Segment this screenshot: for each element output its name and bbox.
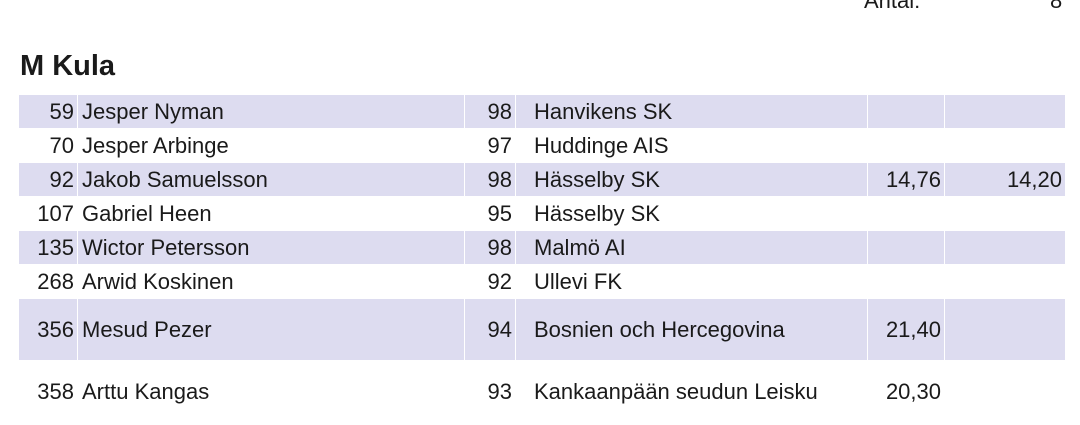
start-number: 92 — [18, 162, 78, 197]
start-number: 107 — [18, 196, 78, 231]
birth-year: 95 — [464, 196, 516, 231]
birth-year: 97 — [464, 128, 516, 163]
table-row: 59 Jesper Nyman 98 Hanvikens SK — [18, 95, 1065, 129]
birth-year: 98 — [464, 230, 516, 265]
athlete-name: Wictor Petersson — [77, 230, 465, 265]
athlete-name: Arwid Koskinen — [77, 264, 465, 299]
result-1: 14,76 — [867, 162, 945, 197]
club-name: Hässelby SK — [515, 162, 868, 197]
result-2 — [944, 360, 1065, 423]
start-number: 268 — [18, 264, 78, 299]
result-2 — [944, 196, 1065, 231]
result-1 — [867, 128, 945, 163]
start-number: 358 — [18, 360, 78, 423]
start-number: 70 — [18, 128, 78, 163]
athlete-name: Jesper Nyman — [77, 95, 465, 129]
result-2 — [944, 264, 1065, 299]
start-number: 135 — [18, 230, 78, 265]
birth-year: 94 — [464, 298, 516, 361]
birth-year: 92 — [464, 264, 516, 299]
result-2 — [944, 128, 1065, 163]
club-name: Hässelby SK — [515, 196, 868, 231]
athlete-name: Mesud Pezer — [77, 298, 465, 361]
club-name: Kankaanpään seudun Leisku — [515, 360, 868, 423]
result-2 — [944, 95, 1065, 129]
table-row: 356 Mesud Pezer 94 Bosnien och Hercegovina 2… — [18, 298, 1065, 361]
club-name: Hanvikens SK — [515, 95, 868, 129]
table-row: 70 Jesper Arbinge 97 Huddinge AIS — [18, 128, 1065, 163]
result-1: 20,30 — [867, 360, 945, 423]
athlete-name: Gabriel Heen — [77, 196, 465, 231]
result-1 — [867, 230, 945, 265]
result-1: 21,40 — [867, 298, 945, 361]
athlete-name: Arttu Kangas — [77, 360, 465, 423]
result-2 — [944, 298, 1065, 361]
club-name: Malmö AI — [515, 230, 868, 265]
antal-value: 8 — [1050, 0, 1063, 13]
club-name: Ullevi FK — [515, 264, 868, 299]
result-2 — [944, 230, 1065, 265]
table-row: 107 Gabriel Heen 95 Hässelby SK — [18, 196, 1065, 231]
results-table: 59 Jesper Nyman 98 Hanvikens SK 70 Jesper Arb… — [18, 95, 1065, 423]
athlete-name: Jakob Samuelsson — [77, 162, 465, 197]
club-name: Bosnien och Hercegovina — [515, 298, 868, 361]
result-1 — [867, 95, 945, 129]
birth-year: 98 — [464, 162, 516, 197]
start-number: 356 — [18, 298, 78, 361]
antal-label: Antal: — [864, 0, 921, 13]
table-row: 268 Arwid Koskinen 92 Ullevi FK — [18, 264, 1065, 299]
club-name: Huddinge AIS — [515, 128, 868, 163]
athlete-name: Jesper Arbinge — [77, 128, 465, 163]
birth-year: 98 — [464, 95, 516, 129]
section-title: M Kula — [20, 50, 116, 82]
result-1 — [867, 196, 945, 231]
result-1 — [867, 264, 945, 299]
result-2: 14,20 — [944, 162, 1065, 197]
start-number: 59 — [18, 95, 78, 129]
table-row: 92 Jakob Samuelsson 98 Hässelby SK 14,76 14,2… — [18, 162, 1065, 197]
birth-year: 93 — [464, 360, 516, 423]
table-row: 135 Wictor Petersson 98 Malmö AI — [18, 230, 1065, 265]
table-row: 358 Arttu Kangas 93 Kankaanpään seudun Leis… — [18, 360, 1065, 423]
